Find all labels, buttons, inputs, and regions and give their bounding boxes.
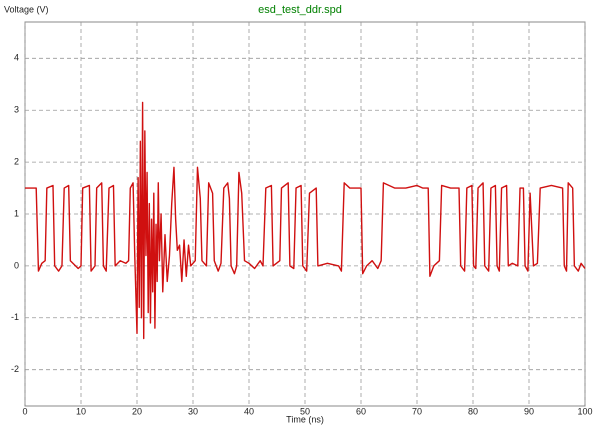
x-tick-label: 70: [412, 406, 422, 416]
y-tick-label: 3: [14, 105, 19, 115]
y-tick-label: 2: [14, 156, 19, 166]
y-tick-label: -1: [11, 312, 19, 322]
signal-line: [25, 101, 586, 340]
x-tick-label: 40: [244, 406, 254, 416]
y-tick-label: -2: [11, 364, 19, 374]
x-tick-label: 30: [188, 406, 198, 416]
x-tick-label: 50: [300, 406, 310, 416]
y-tick-label: 1: [14, 208, 19, 218]
x-tick-label: 20: [132, 406, 142, 416]
y-tick-label: 0: [14, 260, 19, 270]
x-tick-label: 90: [524, 406, 534, 416]
x-tick-label: 0: [22, 406, 27, 416]
x-tick-label: 80: [468, 406, 478, 416]
x-tick-label: 10: [76, 406, 86, 416]
chart-title: esd_test_ddr.spd: [258, 4, 342, 16]
y-tick-label: 4: [14, 53, 19, 63]
x-tick-label: 60: [356, 406, 366, 416]
x-tick-label: 100: [577, 406, 592, 416]
y-axis-label: Voltage (V): [4, 4, 49, 14]
x-axis-label: Time (ns): [286, 414, 324, 424]
